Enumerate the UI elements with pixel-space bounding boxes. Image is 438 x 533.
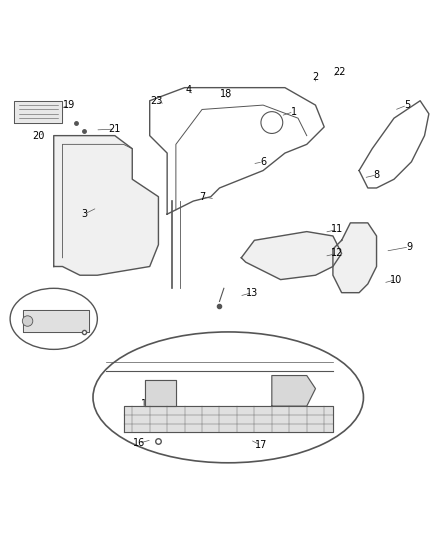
Text: 19: 19 — [63, 100, 75, 110]
Polygon shape — [241, 232, 341, 280]
Text: 12: 12 — [330, 248, 343, 259]
Text: 14: 14 — [32, 325, 45, 335]
Ellipse shape — [10, 288, 97, 350]
Polygon shape — [145, 380, 176, 406]
Circle shape — [22, 316, 33, 326]
Text: 15: 15 — [141, 399, 153, 409]
Text: 16: 16 — [132, 438, 145, 448]
Text: 6: 6 — [259, 157, 265, 167]
Text: 4: 4 — [185, 85, 191, 95]
Polygon shape — [332, 223, 376, 293]
Text: 3: 3 — [81, 209, 87, 219]
Text: 5: 5 — [403, 100, 409, 110]
Text: 20: 20 — [32, 131, 45, 141]
Text: 10: 10 — [389, 274, 401, 285]
Text: 2: 2 — [311, 72, 318, 82]
Text: 22: 22 — [332, 67, 345, 77]
Text: 23: 23 — [150, 96, 162, 106]
Text: 18: 18 — [219, 89, 232, 99]
Text: 1: 1 — [290, 107, 296, 117]
Text: 13: 13 — [246, 288, 258, 297]
Text: 9: 9 — [405, 242, 411, 252]
Text: 7: 7 — [198, 192, 205, 201]
Text: 17: 17 — [254, 440, 266, 450]
Ellipse shape — [93, 332, 363, 463]
Text: 11: 11 — [330, 224, 343, 235]
Polygon shape — [53, 135, 158, 275]
Polygon shape — [23, 310, 88, 332]
Polygon shape — [271, 376, 315, 406]
Polygon shape — [123, 406, 332, 432]
Text: 21: 21 — [108, 124, 121, 134]
Polygon shape — [14, 101, 62, 123]
Text: 8: 8 — [373, 170, 379, 180]
